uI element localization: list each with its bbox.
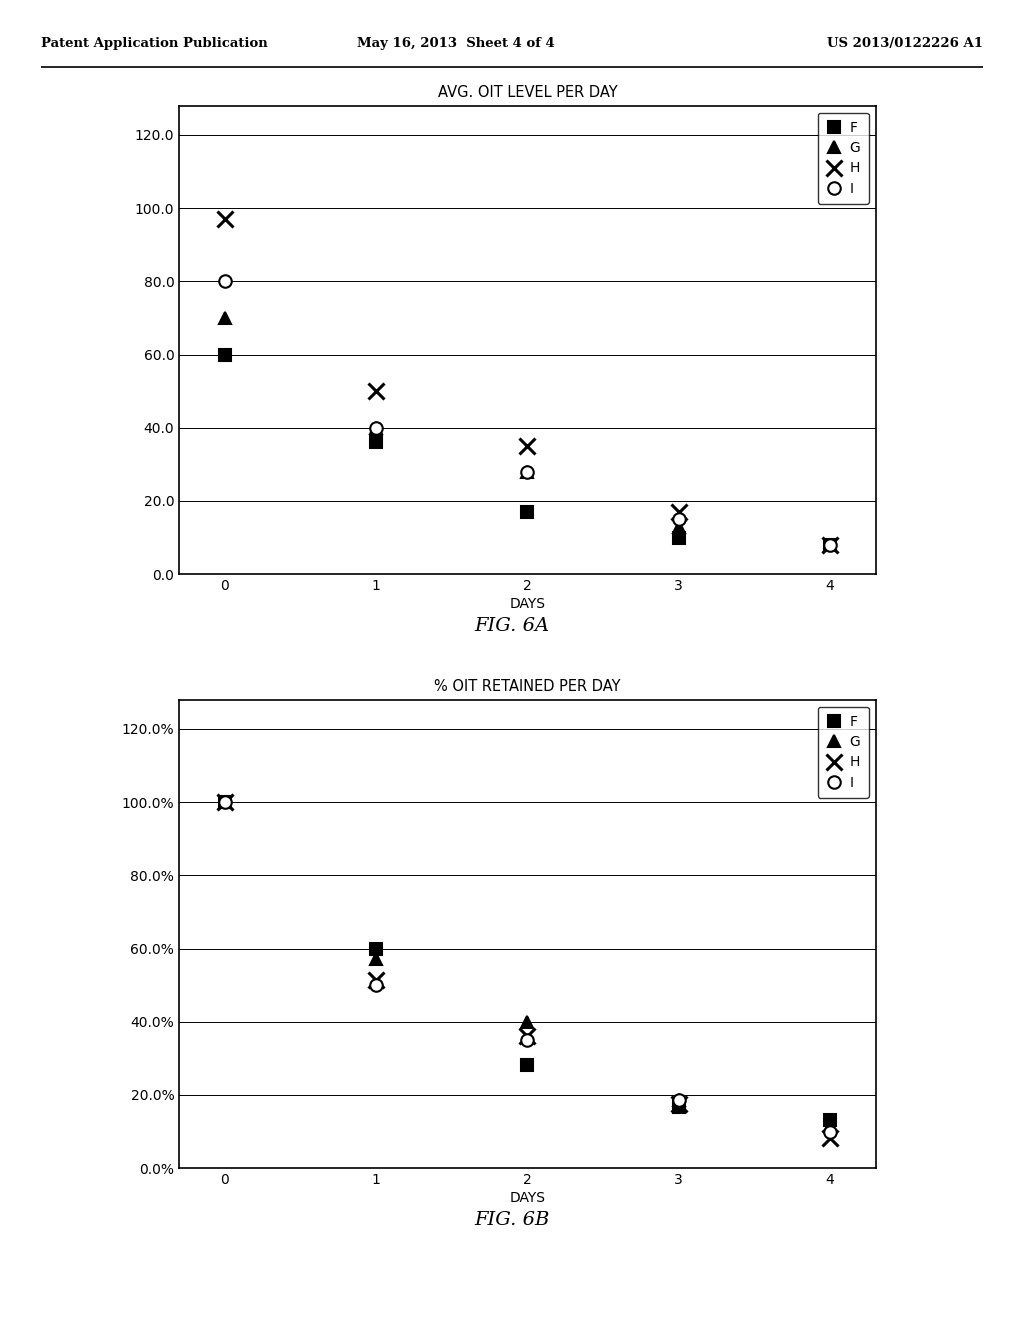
X-axis label: DAYS: DAYS <box>509 597 546 611</box>
Title: % OIT RETAINED PER DAY: % OIT RETAINED PER DAY <box>434 680 621 694</box>
Text: May 16, 2013  Sheet 4 of 4: May 16, 2013 Sheet 4 of 4 <box>356 37 554 50</box>
Text: Patent Application Publication: Patent Application Publication <box>41 37 267 50</box>
Legend: F, G, H, I: F, G, H, I <box>817 112 868 205</box>
Title: AVG. OIT LEVEL PER DAY: AVG. OIT LEVEL PER DAY <box>437 86 617 100</box>
Text: FIG. 6A: FIG. 6A <box>474 616 550 635</box>
Text: US 2013/0122226 A1: US 2013/0122226 A1 <box>827 37 983 50</box>
X-axis label: DAYS: DAYS <box>509 1191 546 1205</box>
Legend: F, G, H, I: F, G, H, I <box>817 706 868 799</box>
Text: FIG. 6B: FIG. 6B <box>474 1210 550 1229</box>
